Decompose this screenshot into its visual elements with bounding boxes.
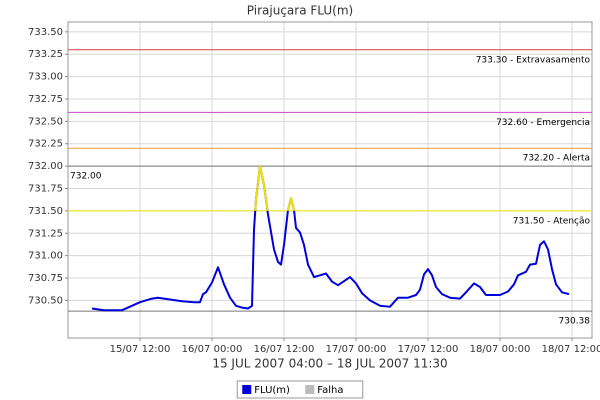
x-tick-label: 17/07 12:00 (398, 344, 459, 355)
y-tick-label: 730.75 (28, 273, 63, 284)
y-tick-label: 733.25 (28, 49, 63, 60)
threshold-label: 733.30 - Extravasamento (476, 55, 591, 65)
legend: FLU(m) Falha (236, 380, 364, 399)
legend-swatch (305, 385, 315, 394)
x-tick-label: 18/07 00:00 (470, 344, 531, 355)
y-tick-label: 732.00 (28, 161, 63, 172)
plot-border (67, 21, 593, 339)
threshold-label: 731.50 - Atenção (513, 216, 591, 226)
x-tick-label: 16/07 00:00 (182, 344, 243, 355)
y-tick-label: 730.50 (28, 295, 63, 306)
data-line (91, 165, 570, 312)
y-tick-label: 732.50 (28, 116, 63, 127)
y-tick-label: 733.00 (28, 72, 63, 83)
chart-title: Pirajuçara FLU(m) (247, 4, 353, 18)
legend-label: Falha (317, 385, 343, 396)
legend-label: FLU(m) (254, 385, 290, 396)
x-tick-label: 16/07 12:00 (254, 344, 315, 355)
y-tick-label: 731.50 (28, 206, 63, 217)
y-tick-label: 732.75 (28, 94, 63, 105)
plot-area (68, 22, 592, 338)
legend-swatch (242, 385, 252, 394)
y-tick-label: 733.50 (28, 27, 63, 38)
x-axis-label: 15 JUL 2007 04:00 – 18 JUL 2007 11:30 (212, 357, 447, 371)
threshold-label: 732.20 - Alerta (523, 154, 590, 164)
legend-box (236, 380, 364, 399)
threshold-label: 732.00 (70, 172, 102, 182)
y-tick-label: 731.75 (28, 184, 63, 195)
x-tick-label: 15/07 12:00 (110, 344, 171, 355)
y-tick-label: 731.25 (28, 228, 63, 239)
x-tick-label: 18/07 12:00 (542, 344, 600, 355)
y-tick-label: 731.00 (28, 251, 63, 262)
threshold-label: 732.60 - Emergencia (496, 118, 590, 128)
threshold-label: 730.38 (559, 317, 591, 327)
y-tick-label: 732.25 (28, 139, 63, 150)
x-tick-label: 17/07 00:00 (326, 344, 387, 355)
